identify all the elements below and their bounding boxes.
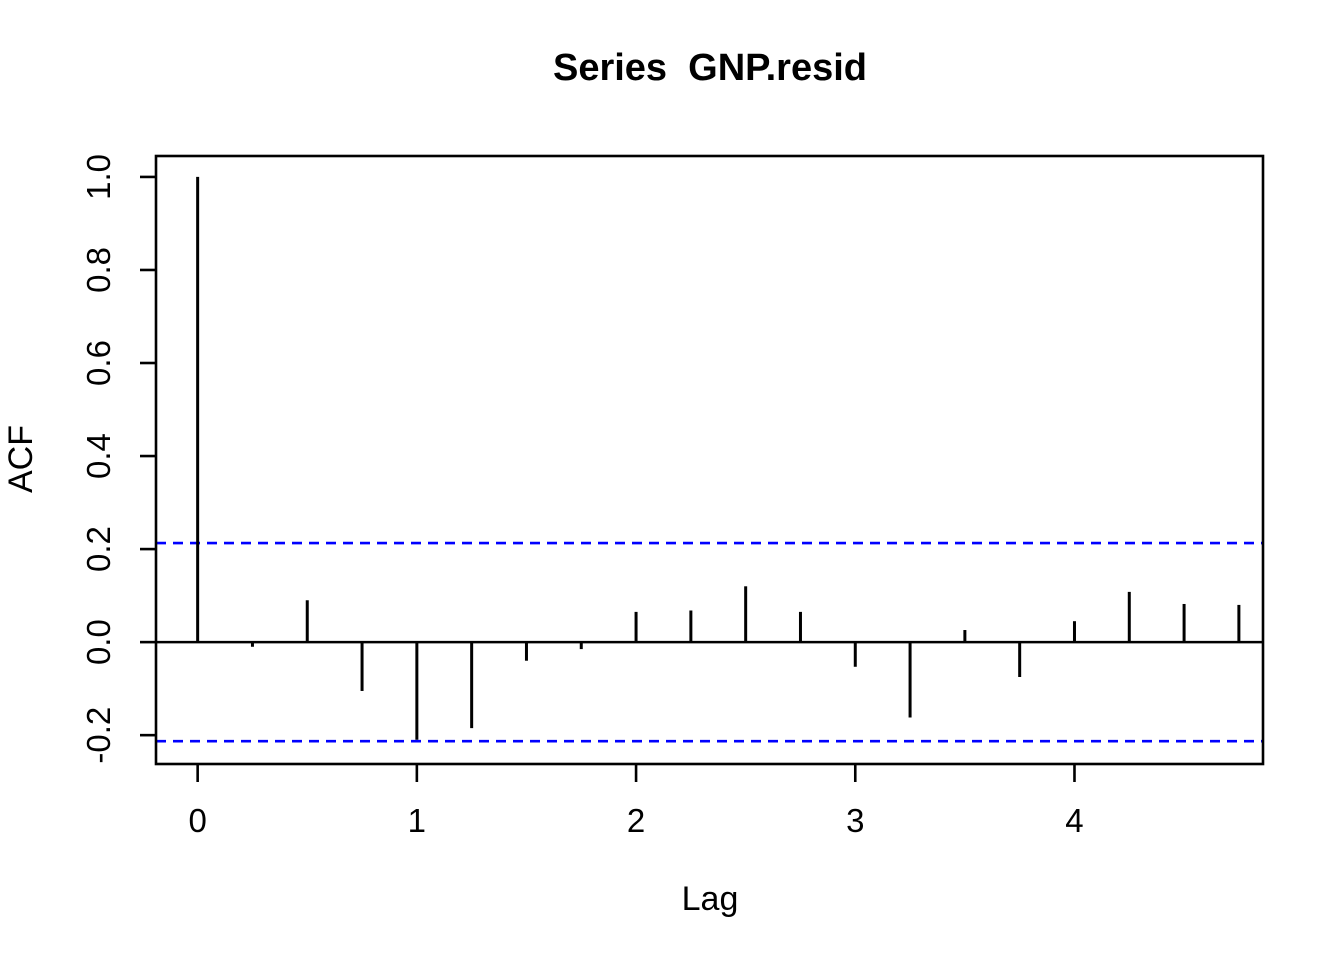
y-tick-label: 0.6 [80,340,117,386]
plot-layer: 0 1 2 3 4 1.0 0.8 0.6 0.4 0.2 0.0 -0.2 [80,154,1265,839]
y-tick-label: 0.4 [80,433,117,479]
y-tick-label: 0.2 [80,526,117,572]
plot-border [154,154,1265,766]
x-axis-label: Lag [682,880,739,918]
x-tick-label: 0 [188,802,206,839]
x-tick-label: 1 [408,802,426,839]
y-tick-label: 0.8 [80,247,117,293]
y-axis-label: ACF [2,425,40,493]
y-tick-label: -0.2 [80,707,117,764]
chart-title: Series GNP.resid [553,47,867,89]
x-tick-label: 3 [846,802,864,839]
x-tick-label: 2 [627,802,645,839]
y-tick-label: 1.0 [80,154,117,200]
y-tick-label: 0.0 [80,619,117,665]
x-tick-label: 4 [1065,802,1083,839]
